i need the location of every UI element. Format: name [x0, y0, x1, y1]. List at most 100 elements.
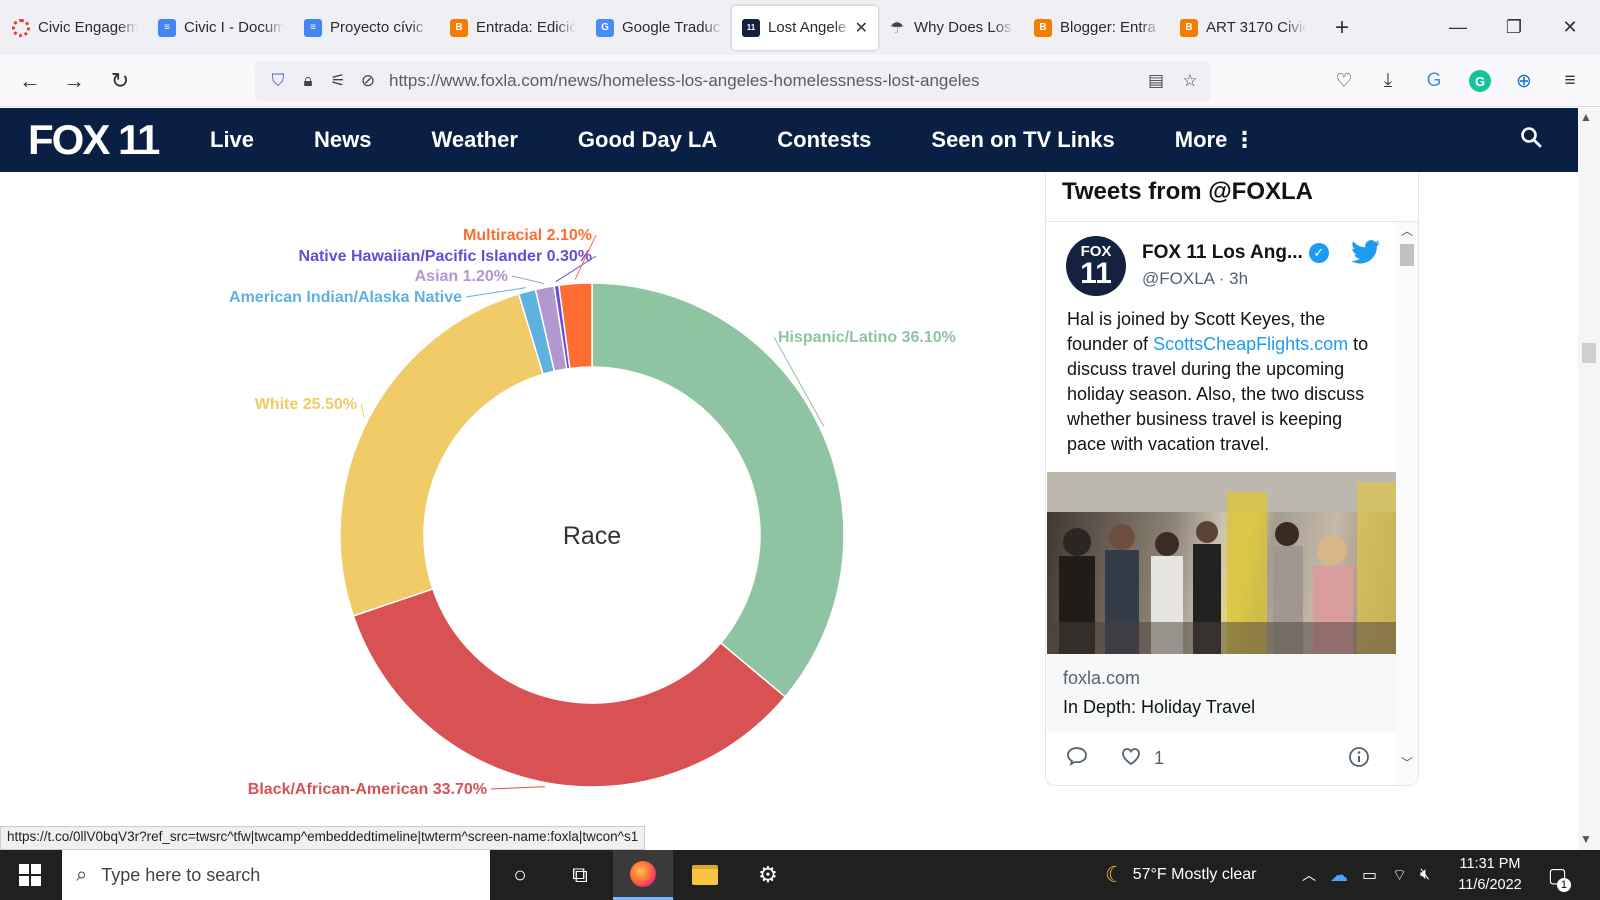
site-nav-item[interactable]: More ⋮ — [1174, 127, 1256, 152]
taskbar-search-box[interactable]: ⌕ Type here to search — [62, 850, 490, 900]
browser-tab[interactable]: B Entrada: Edició — [440, 6, 586, 50]
lock-icon[interactable]: 🔒︎ — [303, 71, 313, 90]
url-text[interactable]: https://www.foxla.com/news/homeless-los-… — [389, 71, 980, 90]
fox-icon: 11 — [742, 18, 760, 37]
site-nav-item[interactable]: Seen on TV Links — [931, 127, 1115, 152]
browser-tab[interactable]: Civic Engagem — [2, 6, 148, 50]
pocket-icon[interactable]: ♡ — [1335, 70, 1353, 92]
reader-view-icon[interactable]: ▤ — [1147, 71, 1165, 90]
like-heart-icon[interactable] — [1120, 746, 1142, 771]
volume-muted-icon[interactable]: 🔇︎ — [1420, 866, 1431, 883]
grammarly-icon[interactable]: G — [1464, 65, 1496, 97]
windows-start-icon[interactable] — [0, 850, 60, 900]
browser-tab[interactable]: 11 Lost Angele ✕ — [732, 5, 878, 50]
fox11-logo[interactable]: FOX 11 — [28, 116, 160, 163]
donut-slice[interactable] — [591, 282, 845, 698]
blogger-icon: B — [1180, 18, 1198, 37]
show-hidden-icons-icon[interactable]: ︿ — [1302, 867, 1316, 883]
wifi-icon[interactable]: ⌔ — [1392, 867, 1408, 884]
forward-arrow-icon[interactable]: → — [63, 68, 85, 93]
minimize-button[interactable]: — — [1449, 17, 1467, 37]
search-icon[interactable] — [1520, 126, 1542, 154]
site-nav-item[interactable]: News — [314, 127, 372, 152]
scroll-up-arrow-icon[interactable]: ▲ — [1580, 110, 1592, 124]
weather-widget[interactable]: ☾ 57°F Mostly clear — [1105, 850, 1257, 900]
tweet-author-name[interactable]: FOX 11 Los Ang... ✓ — [1142, 242, 1329, 264]
tweet-link[interactable]: ScottsCheapFlights.com — [1153, 334, 1349, 354]
airport-photo-icon — [1047, 472, 1397, 654]
donut-slice[interactable] — [558, 282, 593, 370]
donut-slice[interactable] — [339, 292, 545, 617]
donut-leader-line — [465, 287, 527, 298]
new-tab-button[interactable]: + — [1334, 13, 1349, 41]
menu-icon[interactable]: ≡ — [1564, 70, 1576, 91]
tweets-scroll-down-icon[interactable]: ﹀ — [1400, 756, 1413, 770]
browser-tab[interactable]: ≡ Civic I - Docum — [148, 6, 294, 50]
tweets-scrollbar-thumb[interactable] — [1400, 244, 1414, 266]
battery-icon[interactable]: ▭ — [1362, 867, 1378, 884]
shield-icon[interactable]: ⛉ — [271, 71, 285, 90]
site-nav-item[interactable]: Live — [210, 127, 255, 152]
donut-leader-line — [574, 234, 597, 280]
onedrive-icon[interactable]: ☁ — [1330, 864, 1348, 885]
site-header: FOX 11 Live News Weather Good Day LA Contest… — [0, 108, 1578, 172]
browser-tab[interactable]: ≡ Proyecto cívic — [294, 6, 440, 50]
site-nav-item[interactable]: Weather — [431, 127, 518, 152]
task-view-icon[interactable]: ⧉ — [572, 862, 588, 887]
donut-slice-label: White 25.50% — [255, 396, 357, 413]
page-scrollbar[interactable] — [1578, 108, 1600, 850]
donut-slice-label: Asian 1.20% — [415, 268, 508, 285]
reload-icon[interactable]: ↻ — [110, 68, 130, 93]
donut-slice-label: Black/African-American 33.70% — [248, 781, 487, 798]
donut-leader-line — [773, 336, 825, 427]
site-nav-item[interactable]: Good Day LA — [577, 127, 718, 152]
close-tab-icon[interactable]: ✕ — [854, 19, 868, 37]
site-nav: Live News Weather Good Day LA Contests Seen o… — [210, 108, 1315, 172]
browser-tab[interactable]: ☂ Why Does Los — [878, 6, 1024, 50]
scroll-down-arrow-icon[interactable]: ▼ — [1580, 832, 1592, 846]
clock-date: 11/6/2022 — [1458, 877, 1522, 893]
taskbar-clock[interactable]: 11:31 PM 11/6/2022 — [1440, 854, 1540, 896]
tweet-link-card[interactable]: foxla.com In Depth: Holiday Travel — [1047, 654, 1397, 732]
fox11-avatar[interactable]: FOX 11 — [1066, 236, 1126, 296]
reply-icon[interactable] — [1066, 746, 1088, 771]
race-donut-chart: Hispanic/Latino 36.10% Black/African-Amer… — [0, 172, 1040, 832]
tab-title: Lost Angele — [768, 19, 847, 36]
donut-slice-label: Multiracial 2.10% — [463, 227, 592, 244]
tracking-blocked-icon[interactable]: ⊘ — [360, 71, 376, 90]
cortana-icon[interactable]: ○ — [513, 862, 527, 887]
restore-button[interactable]: ❐ — [1505, 17, 1523, 37]
close-window-button[interactable]: ✕ — [1562, 17, 1578, 37]
twitter-bird-icon[interactable] — [1351, 240, 1381, 264]
browser-tab[interactable]: G Google Traduc — [586, 6, 732, 50]
settings-gear-icon[interactable]: ⚙ — [758, 862, 778, 887]
browser-tab[interactable]: B Blogger: Entra — [1024, 6, 1170, 50]
browser-tab[interactable]: B ART 3170 Civic — [1170, 6, 1316, 50]
firefox-icon[interactable] — [613, 850, 673, 900]
bookmark-star-icon[interactable]: ☆ — [1182, 71, 1198, 90]
back-arrow-icon[interactable]: ← — [19, 68, 41, 93]
tab-title: Entrada: Edició — [476, 19, 576, 36]
notification-count: 1 — [1556, 877, 1571, 892]
page-scrollbar-thumb[interactable] — [1582, 343, 1596, 363]
tweets-scroll-up-icon[interactable]: ︿ — [1400, 224, 1413, 238]
tweets-scrollbar[interactable] — [1396, 222, 1418, 785]
donut-slice[interactable] — [352, 587, 787, 788]
taskbar-search-placeholder: Type here to search — [101, 864, 261, 885]
url-bar[interactable]: ⛉ 🔒︎ ⚟ ⊘ https://www.foxla.com/news/home… — [255, 61, 1211, 101]
permissions-icon[interactable]: ⚟ — [330, 71, 346, 90]
notifications-icon[interactable]: ▢ 1 — [1548, 850, 1571, 900]
tweet-image-airport-crowd[interactable] — [1047, 472, 1397, 654]
download-icon[interactable]: ⤓ — [1383, 70, 1393, 91]
site-nav-item[interactable]: Contests — [777, 127, 872, 152]
extension-icon[interactable]: ⊕ — [1516, 70, 1532, 92]
twitter-timeline-widget: Tweets from @FOXLA FOX 11 FOX 11 Los Ang… — [1045, 172, 1419, 786]
info-icon[interactable] — [1348, 746, 1370, 773]
google-translate-icon: G — [596, 18, 614, 37]
tweet-actions: 1 — [1066, 746, 1376, 772]
tab-title: Google Traduc — [622, 19, 721, 36]
file-explorer-icon[interactable] — [675, 850, 735, 900]
translate-extension-icon[interactable]: G — [1426, 70, 1442, 91]
tweet-handle[interactable]: @FOXLA · 3h — [1142, 269, 1249, 288]
tweets-header[interactable]: Tweets from @FOXLA — [1046, 172, 1418, 222]
